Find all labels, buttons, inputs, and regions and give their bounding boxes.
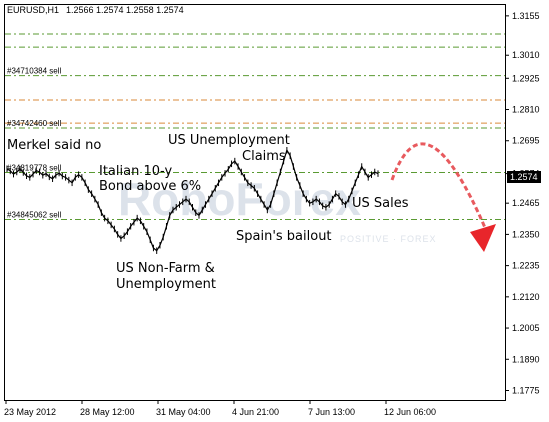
- watermark: RoboForex POSITIVE · FOREX: [118, 173, 437, 244]
- annotation-label: Claims: [242, 149, 286, 164]
- y-tick-label: 1.2350: [512, 229, 540, 239]
- annotation-label: US Sales: [352, 196, 409, 211]
- x-tick-label: 12 Jun 06:00: [384, 407, 436, 417]
- chart-ohlc: 1.2566 1.2574 1.2558 1.2574: [66, 5, 184, 15]
- order-line-label: #34710384 sell: [7, 67, 61, 76]
- annotation-label: Spain's bailout: [236, 229, 332, 244]
- forecast-arrow: [390, 142, 496, 252]
- annotation-label: Unemployment: [116, 277, 216, 292]
- chart-symbol: EURUSD,H1: [7, 5, 59, 15]
- current-price-marker: 1.2574: [507, 171, 541, 183]
- x-tick-label: 4 Jun 21:00: [232, 407, 279, 417]
- watermark-tagline: POSITIVE · FOREX: [340, 234, 437, 244]
- y-tick-label: 1.1890: [512, 354, 540, 364]
- forecast-arc: [390, 142, 488, 231]
- annotation-label: Bond above 6%: [99, 179, 201, 194]
- arrow-head-icon: [470, 224, 496, 252]
- annotation-label: Italian 10-y: [99, 164, 172, 179]
- annotations: Merkel said no Italian 10-y Bond above 6…: [7, 133, 409, 292]
- y-tick-label: 1.3010: [512, 50, 540, 60]
- order-line-label: #34845062 sell: [7, 210, 61, 219]
- y-axis: 1.3155 1.3010 1.2925 1.2810 1.2695 1.2574 1.24…: [505, 11, 540, 395]
- y-tick-label: 1.3155: [512, 11, 540, 21]
- plot-frame: [4, 4, 506, 401]
- x-tick-label: 31 May 04:00: [156, 407, 211, 417]
- x-axis: 23 May 2012 28 May 12:00 31 May 04:00 4 Jun…: [4, 400, 436, 417]
- price-series: [6, 146, 379, 254]
- y-tick-label: 1.1775: [512, 385, 540, 395]
- price-box-label: 1.2574: [510, 172, 538, 182]
- y-tick-label: 1.2925: [512, 73, 540, 83]
- price-box: [507, 171, 541, 183]
- y-tick-label: 1.2465: [512, 198, 540, 208]
- y-tick-label: 1.2235: [512, 261, 540, 271]
- order-lines: #34710384 sell #34742460 sell #34819778 se…: [5, 33, 505, 220]
- y-tick-label: 1.2695: [512, 136, 540, 146]
- y-tick-label: 1.2810: [512, 105, 540, 115]
- x-tick-label: 7 Jun 13:00: [308, 407, 355, 417]
- order-line-label: #34819778 sell: [7, 164, 61, 173]
- annotation-label: US Unemployment: [168, 133, 290, 148]
- x-tick-label: 28 May 12:00: [80, 407, 135, 417]
- annotation-label: Merkel said no: [7, 138, 101, 153]
- y-tick-label: 1.2005: [512, 323, 540, 333]
- watermark-brand: RoboForex: [118, 173, 361, 225]
- x-tick-label: 23 May 2012: [4, 407, 56, 417]
- order-line-label: #34742460 sell: [7, 119, 61, 128]
- y-tick-label: 1.2120: [512, 292, 540, 302]
- annotation-label: US Non-Farm &: [116, 261, 215, 276]
